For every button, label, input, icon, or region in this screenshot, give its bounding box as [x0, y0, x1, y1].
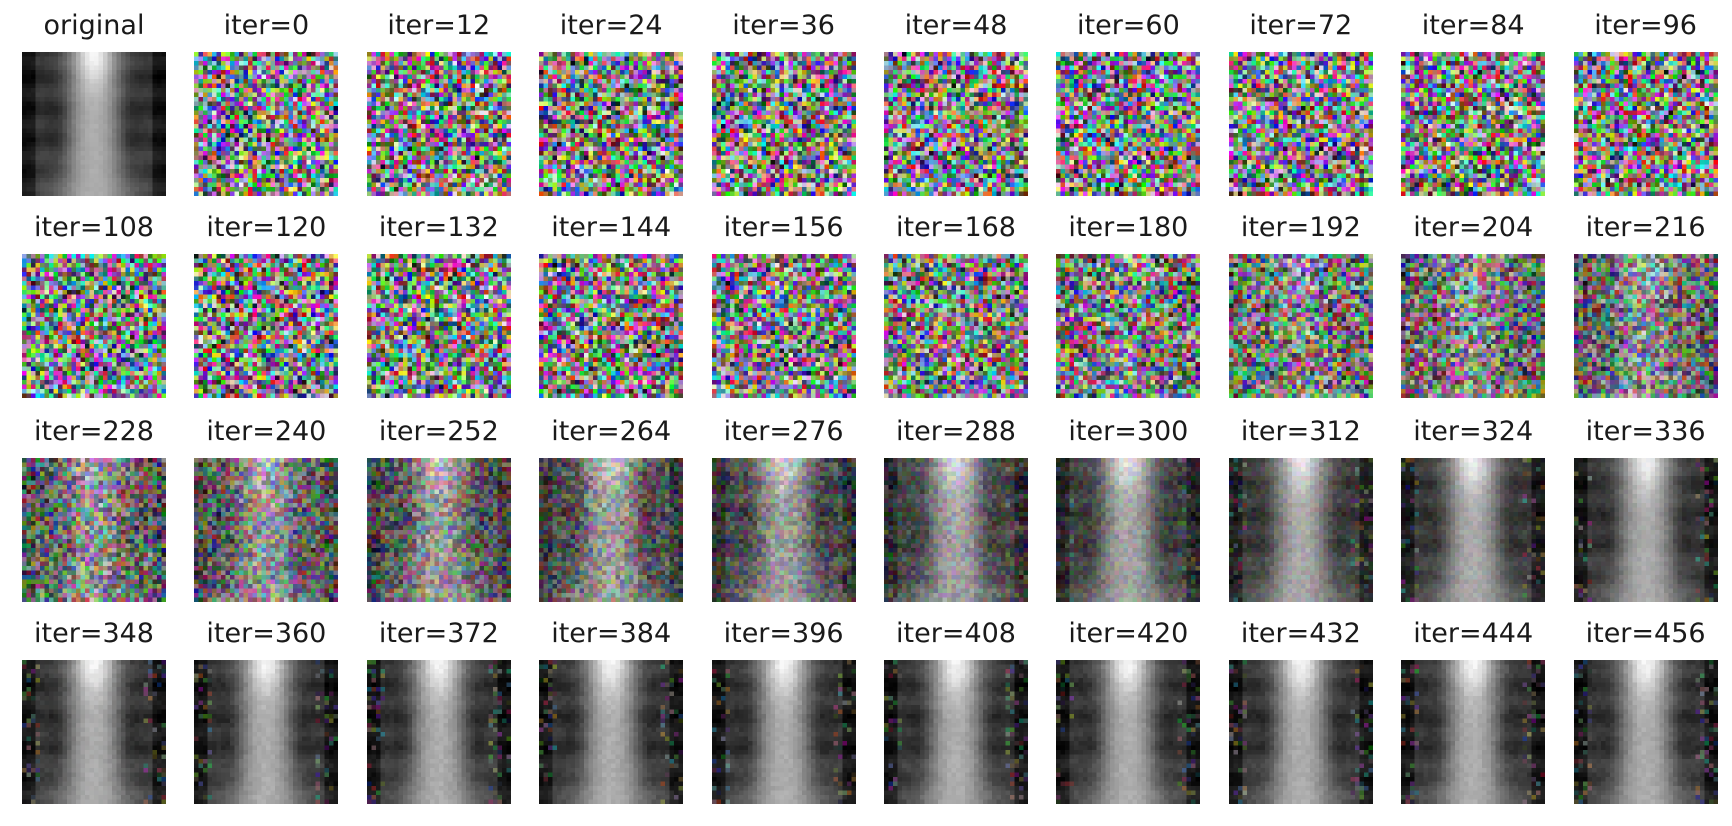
panel-title: iter=264: [551, 416, 672, 447]
reconstruction-image: [884, 660, 1028, 804]
panel-title: iter=360: [206, 618, 327, 649]
reconstruction-image: [366, 458, 511, 602]
reconstruction-image: [366, 660, 511, 804]
panel-title: iter=420: [1068, 618, 1189, 649]
reconstruction-image: [1401, 52, 1546, 196]
reconstruction-image: [1056, 254, 1201, 398]
panel-title: iter=276: [723, 416, 844, 447]
reconstruction-image: [884, 254, 1028, 398]
reconstruction-image: [1228, 458, 1373, 602]
panel-title: iter=324: [1413, 416, 1534, 447]
panel-title: iter=156: [723, 212, 844, 243]
reconstruction-image: [366, 52, 511, 196]
reconstruction-image: [366, 254, 511, 398]
panel-title: iter=36: [732, 10, 835, 41]
panel-title: iter=252: [378, 416, 499, 447]
reconstruction-image: [539, 660, 684, 804]
panel-title: iter=432: [1240, 618, 1361, 649]
panel-title: iter=312: [1240, 416, 1361, 447]
reconstruction-image: [1401, 254, 1546, 398]
reconstruction-image: [1056, 458, 1201, 602]
reconstruction-image: [539, 254, 684, 398]
reconstruction-image: [711, 52, 856, 196]
reconstruction-image: [539, 52, 684, 196]
reconstruction-image: [711, 458, 856, 602]
panel-title: iter=168: [896, 212, 1016, 243]
panel-title: iter=444: [1413, 618, 1534, 649]
reconstruction-image: [194, 660, 339, 804]
reconstruction-image: [1228, 52, 1373, 196]
original-image: [22, 52, 166, 196]
panel-title: iter=132: [378, 212, 499, 243]
reconstruction-image: [194, 458, 339, 602]
reconstruction-image: [1573, 458, 1718, 602]
panel-title: iter=48: [904, 10, 1008, 41]
panel-title: iter=240: [206, 416, 327, 447]
panel-title: iter=204: [1413, 212, 1534, 243]
panel-title: iter=396: [723, 618, 844, 649]
reconstruction-image: [1401, 660, 1546, 804]
reconstruction-image: [711, 660, 856, 804]
reconstruction-image: [1573, 660, 1718, 804]
panel-title: iter=72: [1249, 10, 1353, 41]
panel-title: iter=84: [1421, 10, 1525, 41]
reconstruction-image: [884, 52, 1028, 196]
panel-title: iter=336: [1585, 416, 1706, 447]
reconstruction-image: [1228, 660, 1373, 804]
reconstruction-image: [194, 52, 339, 196]
reconstruction-image: [22, 458, 166, 602]
panel-title: iter=108: [34, 212, 154, 243]
panel-title: iter=144: [551, 212, 672, 243]
panel-title: iter=0: [223, 10, 310, 41]
panel-title: iter=96: [1594, 10, 1697, 41]
panel-title: original: [43, 10, 145, 41]
panel-title: iter=348: [34, 618, 154, 649]
panel-title: iter=120: [206, 212, 327, 243]
reconstruction-image: [1573, 254, 1718, 398]
panel-title: iter=372: [378, 618, 499, 649]
panel-title: iter=300: [1068, 416, 1189, 447]
panel-title: iter=228: [34, 416, 154, 447]
reconstruction-image: [539, 458, 684, 602]
panel-title: iter=12: [387, 10, 491, 41]
reconstruction-image: [1401, 458, 1546, 602]
reconstruction-image: [1056, 660, 1201, 804]
panel-title: iter=216: [1585, 212, 1706, 243]
panel-title: iter=180: [1068, 212, 1189, 243]
reconstruction-image: [884, 458, 1028, 602]
reconstruction-image: [22, 254, 166, 398]
reconstruction-image: [711, 254, 856, 398]
panel-title: iter=288: [896, 416, 1016, 447]
panel-title: iter=192: [1240, 212, 1361, 243]
reconstruction-image: [1573, 52, 1718, 196]
reconstruction-image: [194, 254, 339, 398]
panel-title: iter=60: [1077, 10, 1180, 41]
reconstruction-image: [1056, 52, 1201, 196]
reconstruction-image: [22, 660, 166, 804]
panel-title: iter=384: [551, 618, 672, 649]
panel-title: iter=456: [1585, 618, 1706, 649]
panel-title: iter=24: [559, 10, 663, 41]
panel-title: iter=408: [896, 618, 1016, 649]
reconstruction-image: [1228, 254, 1373, 398]
